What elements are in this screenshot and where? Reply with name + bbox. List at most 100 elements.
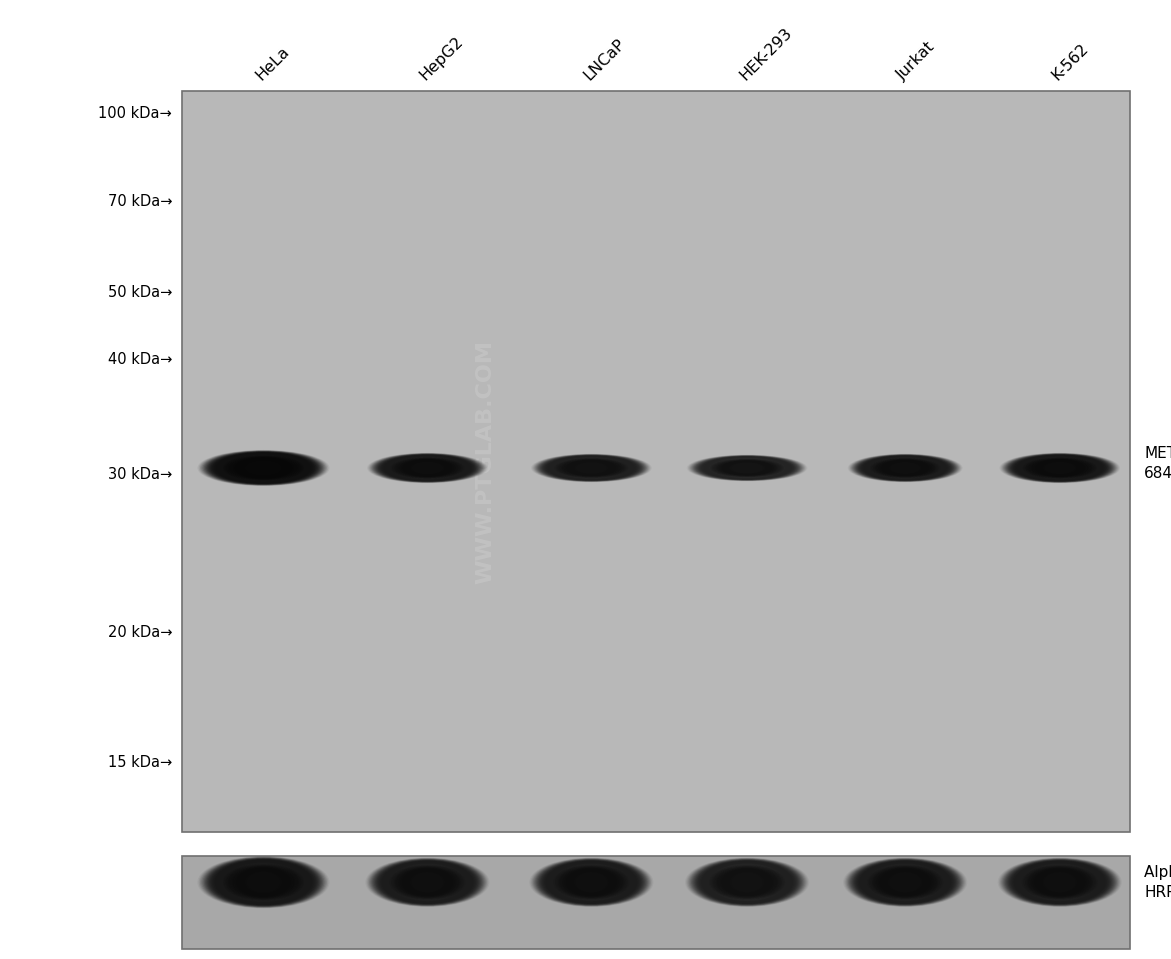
Ellipse shape xyxy=(868,456,943,480)
Ellipse shape xyxy=(715,867,779,898)
Ellipse shape xyxy=(1030,459,1089,477)
Ellipse shape xyxy=(878,869,932,896)
Ellipse shape xyxy=(391,863,464,901)
Ellipse shape xyxy=(559,457,624,479)
Ellipse shape xyxy=(559,864,624,901)
Ellipse shape xyxy=(390,456,465,480)
Ellipse shape xyxy=(556,866,626,899)
Ellipse shape xyxy=(554,865,629,900)
Ellipse shape xyxy=(870,866,940,899)
Ellipse shape xyxy=(534,858,649,906)
Ellipse shape xyxy=(384,456,471,480)
Ellipse shape xyxy=(719,865,775,900)
Ellipse shape xyxy=(1026,863,1094,901)
Ellipse shape xyxy=(566,460,617,476)
Ellipse shape xyxy=(228,456,299,480)
Ellipse shape xyxy=(1033,869,1087,896)
Ellipse shape xyxy=(882,870,929,895)
Ellipse shape xyxy=(715,864,779,901)
Ellipse shape xyxy=(540,455,643,481)
Ellipse shape xyxy=(568,460,615,476)
Ellipse shape xyxy=(232,456,295,480)
Ellipse shape xyxy=(711,863,783,901)
Ellipse shape xyxy=(703,456,792,480)
Ellipse shape xyxy=(889,462,922,474)
Ellipse shape xyxy=(233,864,294,901)
Ellipse shape xyxy=(566,869,617,896)
Ellipse shape xyxy=(529,857,653,907)
Ellipse shape xyxy=(548,862,635,902)
Ellipse shape xyxy=(717,864,778,901)
Ellipse shape xyxy=(706,457,788,479)
Ellipse shape xyxy=(554,863,629,901)
Ellipse shape xyxy=(1019,862,1101,902)
Ellipse shape xyxy=(697,860,797,904)
Ellipse shape xyxy=(573,871,610,894)
Ellipse shape xyxy=(885,461,925,475)
Ellipse shape xyxy=(710,863,785,901)
Ellipse shape xyxy=(557,457,625,479)
Ellipse shape xyxy=(1025,863,1095,901)
Ellipse shape xyxy=(1040,461,1080,475)
Ellipse shape xyxy=(399,868,456,897)
Ellipse shape xyxy=(378,860,477,904)
Ellipse shape xyxy=(875,864,936,901)
Ellipse shape xyxy=(874,867,937,898)
Ellipse shape xyxy=(411,461,444,475)
Ellipse shape xyxy=(230,863,297,901)
Ellipse shape xyxy=(530,454,652,482)
Ellipse shape xyxy=(721,869,773,896)
Ellipse shape xyxy=(207,452,320,484)
Ellipse shape xyxy=(576,462,607,474)
Text: LNCaP: LNCaP xyxy=(581,36,628,83)
Ellipse shape xyxy=(224,864,304,901)
Ellipse shape xyxy=(392,456,463,480)
Ellipse shape xyxy=(698,456,796,480)
Ellipse shape xyxy=(843,857,967,907)
Ellipse shape xyxy=(1025,457,1095,479)
Ellipse shape xyxy=(871,458,939,478)
Ellipse shape xyxy=(877,868,933,897)
Text: HeLa: HeLa xyxy=(253,44,293,83)
Ellipse shape xyxy=(376,860,479,904)
Ellipse shape xyxy=(555,863,628,901)
Ellipse shape xyxy=(1030,865,1089,900)
Ellipse shape xyxy=(208,858,319,906)
Ellipse shape xyxy=(404,870,451,895)
Ellipse shape xyxy=(402,459,453,477)
Ellipse shape xyxy=(727,461,767,474)
Ellipse shape xyxy=(228,866,299,899)
Ellipse shape xyxy=(712,457,782,479)
Ellipse shape xyxy=(400,869,454,896)
Ellipse shape xyxy=(696,860,799,904)
Ellipse shape xyxy=(863,456,947,480)
Ellipse shape xyxy=(562,457,621,479)
Ellipse shape xyxy=(214,859,313,905)
Ellipse shape xyxy=(687,858,807,906)
Ellipse shape xyxy=(372,454,482,482)
Ellipse shape xyxy=(392,866,463,899)
Ellipse shape xyxy=(1002,454,1117,482)
Ellipse shape xyxy=(690,456,804,480)
Ellipse shape xyxy=(861,456,950,480)
Ellipse shape xyxy=(247,872,280,893)
Ellipse shape xyxy=(382,861,473,903)
Ellipse shape xyxy=(1013,861,1107,903)
Ellipse shape xyxy=(704,456,790,480)
Ellipse shape xyxy=(869,863,941,901)
Ellipse shape xyxy=(554,456,629,480)
Ellipse shape xyxy=(555,457,628,478)
Ellipse shape xyxy=(549,862,634,902)
Ellipse shape xyxy=(561,457,622,479)
Ellipse shape xyxy=(723,461,772,475)
Ellipse shape xyxy=(377,860,478,904)
Ellipse shape xyxy=(719,458,775,478)
Ellipse shape xyxy=(206,452,321,484)
Ellipse shape xyxy=(689,858,806,906)
Ellipse shape xyxy=(230,456,297,480)
Ellipse shape xyxy=(568,870,615,895)
Ellipse shape xyxy=(1008,454,1111,482)
Ellipse shape xyxy=(207,858,320,906)
Ellipse shape xyxy=(1016,862,1103,902)
Ellipse shape xyxy=(382,455,473,481)
